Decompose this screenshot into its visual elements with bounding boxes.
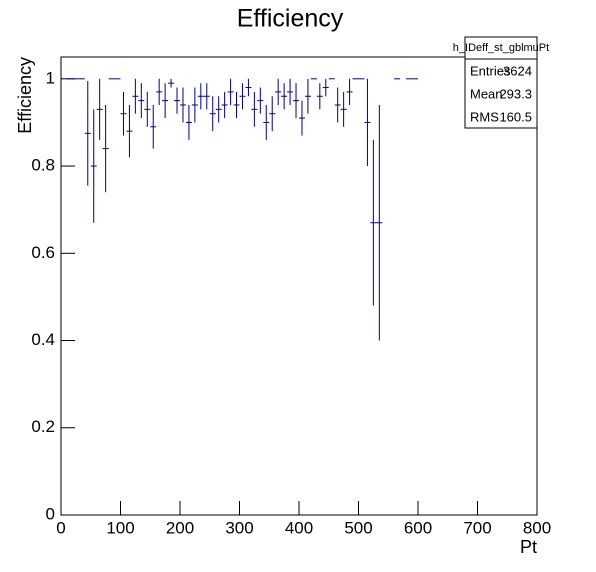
x-tick-label: 800 <box>523 518 551 537</box>
x-tick-label: 700 <box>463 518 491 537</box>
x-tick-label: 100 <box>106 518 134 537</box>
x-axis-label: Pt <box>520 537 537 557</box>
y-tick-label: 0.8 <box>31 156 55 175</box>
stats-value: 160.5 <box>499 109 532 124</box>
y-tick-label: 0 <box>46 504 55 523</box>
y-tick-label: 1 <box>46 68 55 87</box>
x-tick-label: 600 <box>404 518 432 537</box>
y-tick-label: 0.4 <box>31 330 55 349</box>
chart-title: Efficiency <box>237 5 344 33</box>
stats-label: Mean <box>470 86 503 101</box>
stats-title: h_IDeff_st_gblmuPt <box>453 42 549 54</box>
stats-box <box>464 36 538 129</box>
x-tick-label: 500 <box>344 518 372 537</box>
y-axis-label: Efficiency <box>15 57 35 134</box>
stats-label: Entries <box>470 63 511 78</box>
y-tick-label: 0.6 <box>31 243 55 262</box>
y-tick-label: 0.2 <box>31 417 55 436</box>
x-tick-label: 0 <box>56 518 65 537</box>
x-tick-label: 400 <box>285 518 313 537</box>
x-tick-label: 300 <box>225 518 253 537</box>
stats-value: 293.3 <box>499 86 532 101</box>
stats-label: RMS <box>470 109 499 124</box>
stats-value: 3624 <box>503 63 532 78</box>
x-tick-label: 200 <box>166 518 194 537</box>
